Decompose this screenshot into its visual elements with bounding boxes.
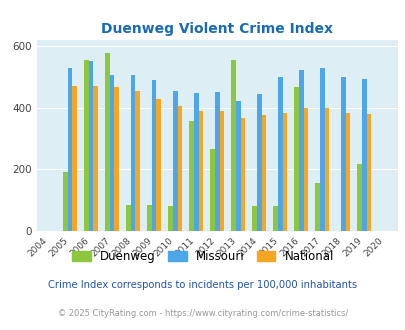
Bar: [130, 75, 135, 231]
Bar: [261, 115, 266, 231]
Bar: [135, 90, 140, 231]
Bar: [356, 164, 361, 231]
Bar: [277, 77, 282, 231]
Bar: [256, 94, 261, 231]
Bar: [63, 172, 68, 231]
Bar: [210, 149, 214, 231]
Bar: [93, 86, 98, 231]
Bar: [198, 111, 202, 231]
Bar: [89, 61, 93, 231]
Bar: [194, 93, 198, 231]
Bar: [105, 52, 110, 231]
Bar: [114, 87, 119, 231]
Bar: [298, 70, 303, 231]
Legend: Duenweg, Missouri, National: Duenweg, Missouri, National: [67, 245, 338, 268]
Text: © 2025 CityRating.com - https://www.cityrating.com/crime-statistics/: © 2025 CityRating.com - https://www.city…: [58, 309, 347, 318]
Bar: [340, 77, 345, 231]
Bar: [151, 80, 156, 231]
Bar: [214, 92, 219, 231]
Bar: [168, 206, 173, 231]
Bar: [110, 75, 114, 231]
Bar: [294, 87, 298, 231]
Bar: [319, 68, 324, 231]
Bar: [345, 113, 350, 231]
Bar: [84, 60, 89, 231]
Bar: [235, 101, 240, 231]
Bar: [72, 86, 77, 231]
Bar: [173, 90, 177, 231]
Bar: [231, 60, 235, 231]
Bar: [147, 205, 151, 231]
Bar: [156, 99, 161, 231]
Bar: [219, 111, 224, 231]
Bar: [315, 182, 319, 231]
Bar: [366, 114, 370, 231]
Bar: [282, 113, 286, 231]
Bar: [189, 121, 194, 231]
Bar: [303, 108, 307, 231]
Bar: [273, 206, 277, 231]
Bar: [324, 109, 328, 231]
Bar: [252, 206, 256, 231]
Bar: [361, 79, 366, 231]
Bar: [177, 106, 182, 231]
Bar: [126, 205, 130, 231]
Bar: [240, 118, 245, 231]
Title: Duenweg Violent Crime Index: Duenweg Violent Crime Index: [101, 22, 333, 36]
Text: Crime Index corresponds to incidents per 100,000 inhabitants: Crime Index corresponds to incidents per…: [48, 280, 357, 290]
Bar: [68, 68, 72, 231]
